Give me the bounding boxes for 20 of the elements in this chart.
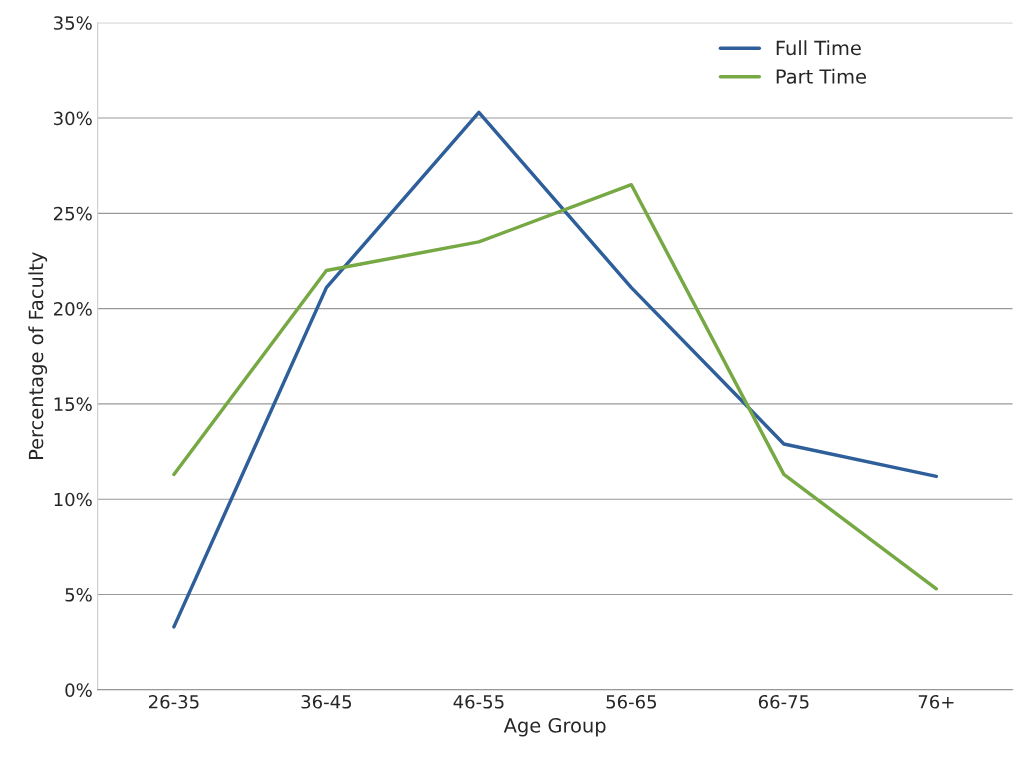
x-tick-label: 36-45 (301, 694, 352, 709)
y-tick-label: 15% (54, 397, 92, 412)
y-tick-label: 0% (65, 683, 92, 697)
line-series (172, 183, 939, 591)
x-tick-label: 66-75 (758, 694, 809, 709)
legend-label: Part Time (776, 68, 866, 84)
y-tick-label: 10% (54, 492, 92, 507)
x-tick-label: 46-55 (453, 694, 504, 709)
legend-label: Full Time (776, 40, 861, 56)
x-tick-label: 56-65 (606, 694, 657, 709)
x-tick-label: 76+ (918, 694, 954, 709)
y-tick-label: 5% (65, 587, 92, 602)
y-tick-label: 20% (53, 302, 92, 316)
y-axis-title: Percentage of Faculty (28, 252, 48, 460)
x-tick-label: 26-35 (148, 694, 199, 709)
y-tick-label: 35% (54, 16, 92, 30)
x-axis-title: Age Group (503, 718, 606, 737)
line-series (172, 110, 939, 629)
y-tick-label: 25% (53, 206, 92, 221)
y-tick-label: 30% (54, 111, 92, 126)
